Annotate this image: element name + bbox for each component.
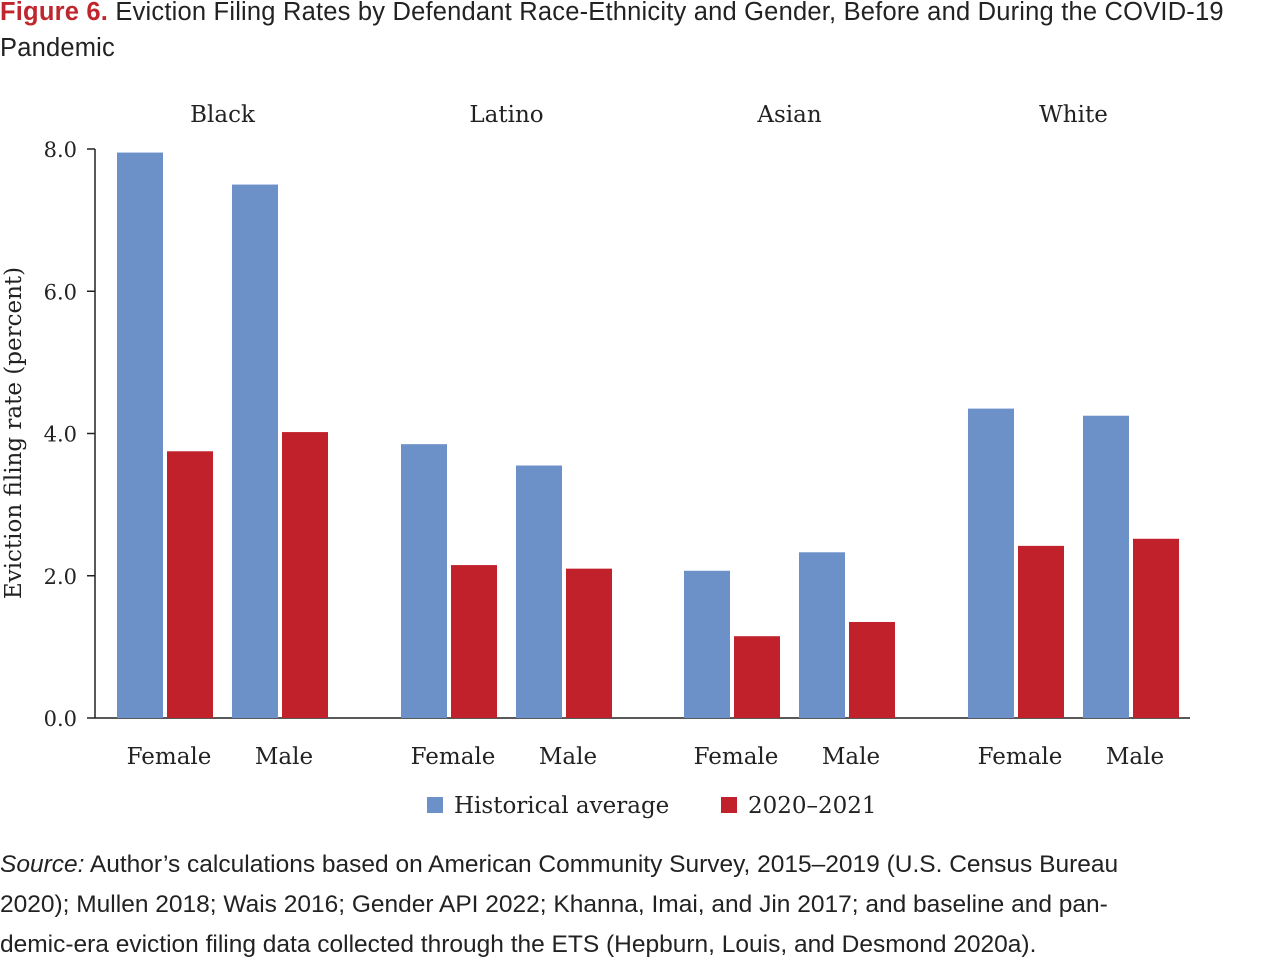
y-tick-label: 0.0: [44, 707, 77, 731]
bar-pandemic: [1018, 545, 1064, 718]
bar-pandemic: [1133, 538, 1179, 718]
legend: Historical average 2020–2021: [427, 793, 877, 819]
bars: [117, 152, 1179, 718]
figure-title: Figure 6. Eviction Filing Rates by Defen…: [0, 0, 1270, 66]
bar-historical: [1083, 415, 1129, 718]
legend-swatch: [721, 797, 737, 813]
legend-label: Historical average: [454, 793, 669, 819]
bar-historical: [968, 408, 1014, 718]
bar-pandemic: [167, 451, 213, 718]
bar-pandemic: [566, 568, 612, 718]
bar-historical: [401, 444, 447, 718]
group-label: Asian: [756, 102, 821, 128]
x-tick-label: Female: [127, 744, 212, 770]
y-tick-label: 4.0: [44, 423, 77, 447]
source-line-1: Author’s calculations based on American …: [89, 851, 1119, 878]
bar-pandemic: [734, 636, 780, 718]
source-label: Source:: [0, 851, 85, 878]
x-tick-label: Male: [822, 744, 880, 770]
group-label: Latino: [469, 102, 543, 128]
legend-label: 2020–2021: [748, 793, 877, 819]
bar-pandemic: [849, 621, 895, 718]
group-label: Black: [190, 102, 256, 128]
y-tick-label: 8.0: [44, 138, 77, 162]
y-tick-label: 2.0: [44, 565, 77, 589]
bar-historical: [516, 465, 562, 718]
bar-historical: [232, 184, 278, 718]
bar-pandemic: [282, 432, 328, 718]
x-tick-label: Male: [539, 744, 597, 770]
bar-historical: [799, 552, 845, 718]
x-tick-label: Male: [1106, 744, 1164, 770]
bar-historical: [684, 570, 730, 718]
source-line-3: demic-era eviction filing data collected…: [0, 931, 1037, 958]
group-labels: Black Latino Asian White: [190, 102, 1108, 128]
bar-chart: 0.0 2.0 4.0 6.0 8.0 Eviction filing rate (per…: [1, 102, 1190, 819]
x-tick-label: Male: [255, 744, 313, 770]
figure-label: Figure 6.: [0, 0, 109, 26]
x-tick-label: Female: [978, 744, 1063, 770]
bar-pandemic: [451, 565, 497, 718]
figure-title-text: Eviction Filing Rates by Defendant Race-…: [0, 0, 1224, 62]
legend-swatch: [427, 797, 443, 813]
x-tick-label: Female: [411, 744, 496, 770]
source-line-2: 2020); Mullen 2018; Wais 2016; Gender AP…: [0, 891, 1108, 918]
y-tick-label: 6.0: [44, 280, 77, 304]
source-note: Source: Author’s calculations based on A…: [0, 845, 1280, 965]
x-labels: Female Male Female Male Female Male Female Male: [127, 744, 1165, 770]
y-axis-label: Eviction filing rate (percent): [1, 267, 27, 599]
group-label: White: [1039, 102, 1108, 128]
bar-historical: [117, 152, 163, 718]
x-tick-label: Female: [694, 744, 779, 770]
